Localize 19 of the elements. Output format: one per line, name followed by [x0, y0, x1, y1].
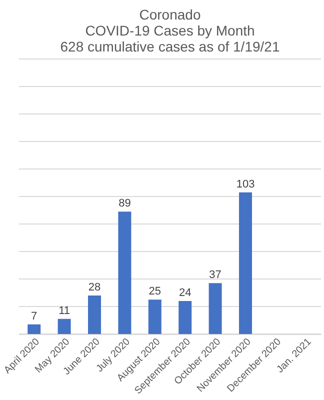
bar — [58, 318, 71, 334]
text: Coronado — [139, 6, 201, 22]
data-label: 28 — [88, 282, 101, 294]
data-label: 11 — [58, 304, 70, 317]
data-label: 7 — [31, 310, 38, 322]
data-label: 25 — [148, 286, 162, 298]
text: COVID-19 Cases by Month — [85, 22, 255, 38]
data-label: 103 — [236, 178, 255, 190]
bar — [239, 192, 252, 334]
bar — [28, 324, 41, 334]
bar — [208, 283, 222, 334]
text: 628 cumulative cases as of 1/19/21 — [60, 38, 280, 54]
data-label: 37 — [209, 269, 222, 282]
bar — [148, 300, 162, 334]
bar — [88, 296, 101, 334]
bar — [178, 301, 192, 334]
data-label: 24 — [178, 287, 192, 299]
bar — [118, 212, 132, 334]
data-label: 89 — [118, 198, 131, 210]
